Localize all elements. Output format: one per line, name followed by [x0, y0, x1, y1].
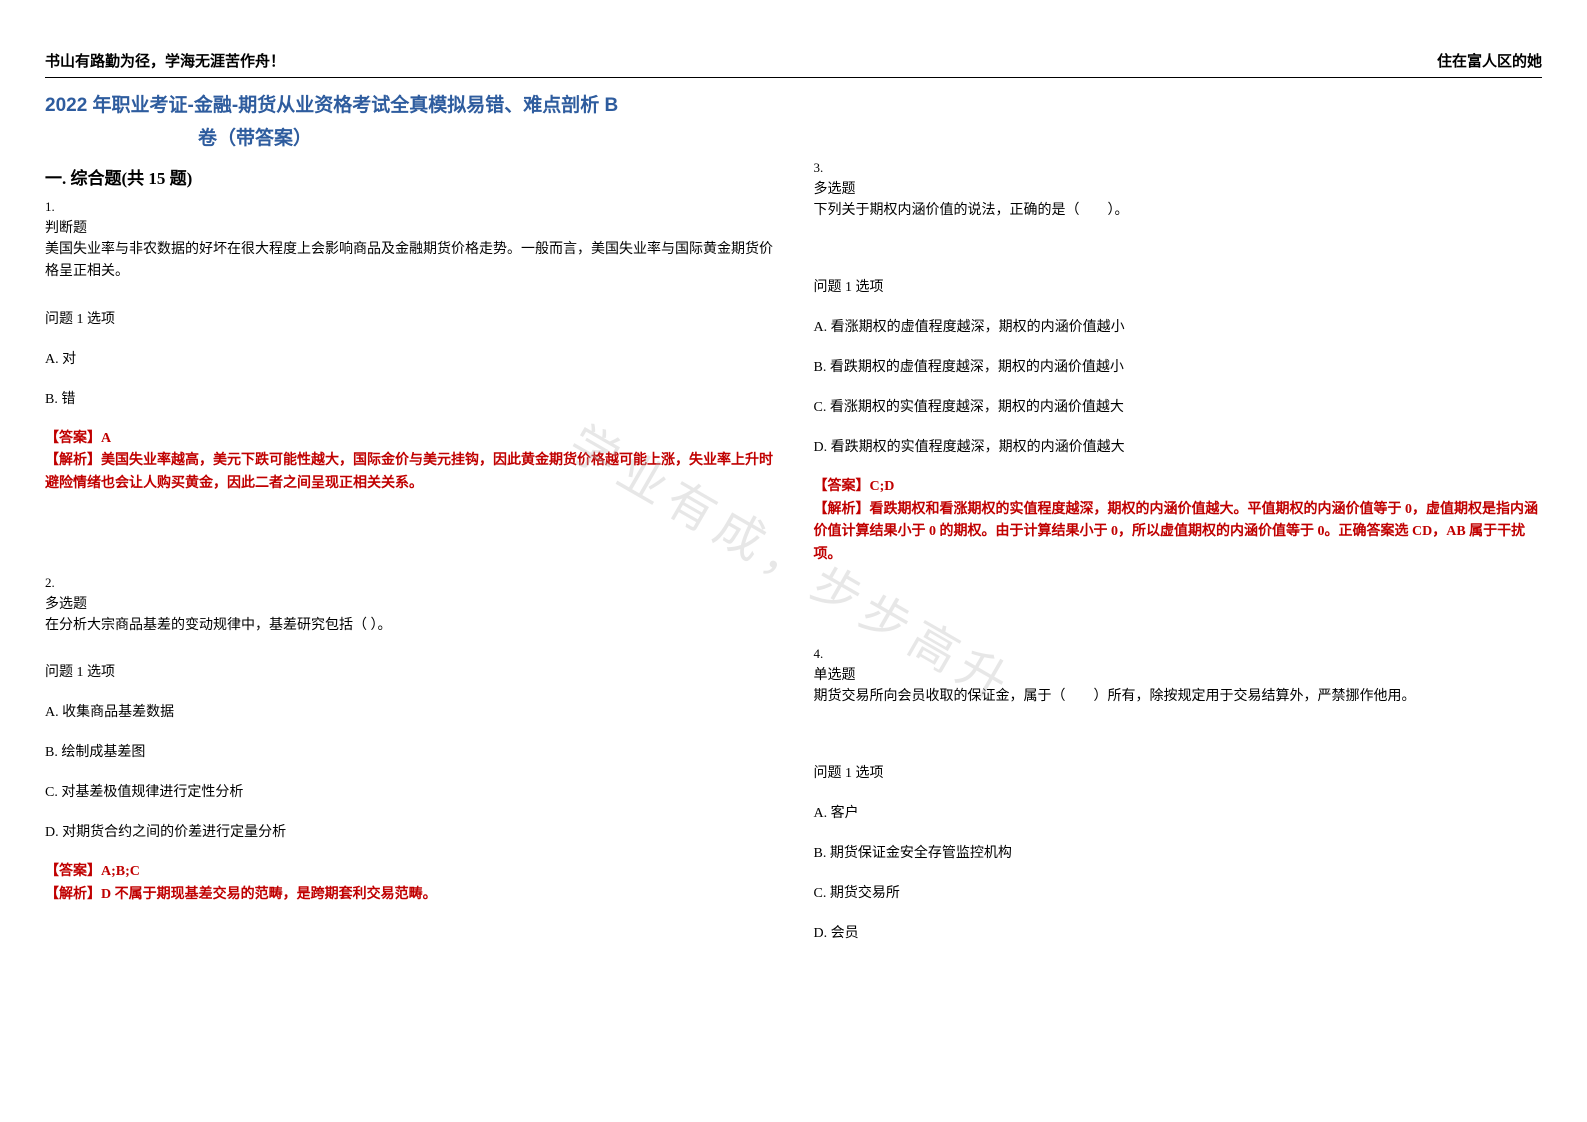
- q1-analysis: 【解析】美国失业率越高，美元下跌可能性越大，国际金价与美元挂钩，因此黄金期货价格…: [45, 450, 774, 495]
- q3-option-b: B. 看跌期权的虚值程度越深，期权的内涵价值越小: [814, 356, 1543, 376]
- q3-number: 3.: [814, 160, 1543, 176]
- q3-type: 多选题: [814, 178, 1543, 198]
- q1-text: 美国失业率与非农数据的好坏在很大程度上会影响商品及金融期货价格走势。一般而言，美…: [45, 239, 774, 284]
- q2-answer-label: 【答案】A;B;C: [45, 861, 774, 883]
- exam-title: 2022 年职业考证-金融-期货从业资格考试全真模拟易错、难点剖析 B: [45, 90, 1542, 117]
- right-column: 3. 多选题 下列关于期权内涵价值的说法，正确的是（ ）。 问题 1 选项 A.…: [814, 160, 1543, 962]
- q1-option-b: B. 错: [45, 388, 774, 408]
- exam-subtitle: 卷（带答案）: [45, 123, 465, 150]
- q1-answer-block: 【答案】A 【解析】美国失业率越高，美元下跌可能性越大，国际金价与美元挂钩，因此…: [45, 428, 774, 495]
- q4-option-label: 问题 1 选项: [814, 762, 1543, 782]
- q3-text: 下列关于期权内涵价值的说法，正确的是（ ）。: [814, 200, 1543, 222]
- q3-option-c: C. 看涨期权的实值程度越深，期权的内涵价值越大: [814, 396, 1543, 416]
- q1-type: 判断题: [45, 217, 774, 237]
- q4-option-b: B. 期货保证金安全存管监控机构: [814, 842, 1543, 862]
- q1-option-a: A. 对: [45, 348, 774, 368]
- q3-answer-block: 【答案】C;D 【解析】看跌期权和看涨期权的实值程度越深，期权的内涵价值越大。平…: [814, 476, 1543, 566]
- q1-option-label: 问题 1 选项: [45, 308, 774, 328]
- q2-type: 多选题: [45, 593, 774, 613]
- q3-answer-label: 【答案】C;D: [814, 476, 1543, 498]
- q2-option-label: 问题 1 选项: [45, 661, 774, 681]
- q4-type: 单选题: [814, 664, 1543, 684]
- q1-answer-label: 【答案】A: [45, 428, 774, 450]
- q4-option-d: D. 会员: [814, 922, 1543, 942]
- left-column: 一. 综合题(共 15 题) 1. 判断题 美国失业率与非农数据的好坏在很大程度…: [45, 160, 774, 962]
- q2-text: 在分析大宗商品基差的变动规律中，基差研究包括（ ）。: [45, 615, 774, 637]
- header-left: 书山有路勤为径，学海无涯苦作舟！: [45, 50, 285, 71]
- q2-analysis: 【解析】D 不属于期现基差交易的范畴，是跨期套利交易范畴。: [45, 884, 774, 906]
- header-right: 住在富人区的她: [1437, 50, 1542, 71]
- q2-option-c: C. 对基差极值规律进行定性分析: [45, 781, 774, 801]
- q2-option-a: A. 收集商品基差数据: [45, 701, 774, 721]
- q3-option-label: 问题 1 选项: [814, 276, 1543, 296]
- q4-option-c: C. 期货交易所: [814, 882, 1543, 902]
- q2-number: 2.: [45, 575, 774, 591]
- q4-text: 期货交易所向会员收取的保证金，属于（ ）所有，除按规定用于交易结算外，严禁挪作他…: [814, 686, 1543, 708]
- q3-option-a: A. 看涨期权的虚值程度越深，期权的内涵价值越小: [814, 316, 1543, 336]
- q2-option-d: D. 对期货合约之间的价差进行定量分析: [45, 821, 774, 841]
- page-header: 书山有路勤为径，学海无涯苦作舟！ 住在富人区的她: [45, 50, 1542, 78]
- q4-number: 4.: [814, 646, 1543, 662]
- q2-option-b: B. 绘制成基差图: [45, 741, 774, 761]
- content-columns: 一. 综合题(共 15 题) 1. 判断题 美国失业率与非农数据的好坏在很大程度…: [45, 160, 1542, 962]
- section-header: 一. 综合题(共 15 题): [45, 164, 774, 189]
- q3-analysis: 【解析】看跌期权和看涨期权的实值程度越深，期权的内涵价值越大。平值期权的内涵价值…: [814, 499, 1543, 566]
- q2-answer-block: 【答案】A;B;C 【解析】D 不属于期现基差交易的范畴，是跨期套利交易范畴。: [45, 861, 774, 906]
- q4-option-a: A. 客户: [814, 802, 1543, 822]
- q1-number: 1.: [45, 199, 774, 215]
- q3-option-d: D. 看跌期权的实值程度越深，期权的内涵价值越大: [814, 436, 1543, 456]
